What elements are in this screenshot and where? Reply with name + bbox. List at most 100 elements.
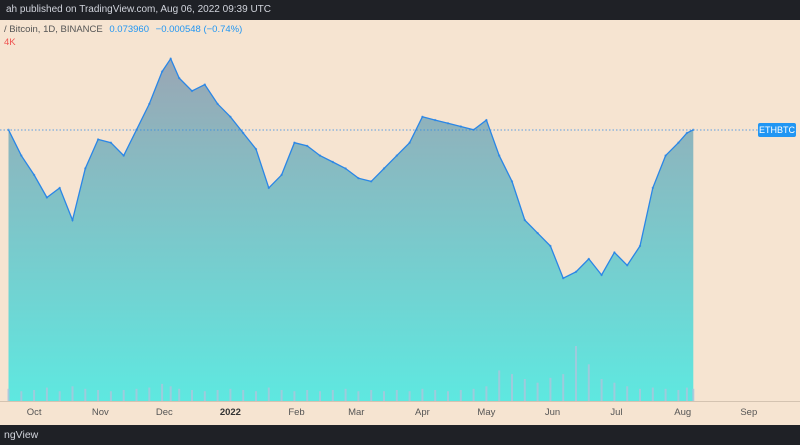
volume-bar: [319, 391, 321, 401]
data-point: [664, 154, 667, 157]
volume-bar: [178, 388, 181, 401]
data-point: [178, 76, 181, 80]
volume-bar: [71, 386, 74, 401]
data-point: [613, 251, 616, 254]
data-point: [677, 141, 680, 144]
data-point: [510, 180, 514, 183]
price-change: −0.000548 (−0.74%): [155, 24, 243, 35]
price-tag: [758, 123, 796, 137]
volume-bar: [511, 374, 513, 401]
data-point: [536, 231, 539, 235]
volume-bar: [135, 388, 138, 401]
price-area-fill: [8, 58, 694, 401]
volume-bar: [459, 390, 462, 401]
data-point: [421, 115, 424, 119]
volume-label: 4K: [4, 37, 16, 48]
data-point: [638, 244, 642, 248]
data-point: [229, 115, 232, 119]
price-tag-label: ETHBTC: [759, 125, 796, 135]
price-chart[interactable]: ETHBTC Oct Nov Dec 2022 Feb Mar Apr May Jun Jul Aug…: [0, 20, 800, 425]
volume-bar: [562, 374, 565, 401]
data-point: [318, 154, 322, 157]
x-tick-label: May: [477, 407, 495, 418]
symbol-label: / Bitcoin, 1D, BINANCE: [4, 24, 103, 35]
volume-bar: [485, 386, 488, 401]
volume-bar: [229, 388, 232, 401]
volume-bar: [203, 391, 206, 401]
volume-bar: [587, 364, 590, 401]
volume-bar: [664, 388, 667, 401]
x-tick-label: Apr: [415, 407, 430, 418]
volume-bar: [692, 388, 695, 401]
volume-bar: [191, 390, 193, 401]
volume-bar: [7, 388, 10, 401]
volume-bar: [421, 388, 424, 401]
volume-bar: [267, 387, 270, 401]
x-tick-label: Feb: [288, 407, 304, 418]
brand-footer: ngView: [0, 425, 800, 445]
volume-bar: [45, 387, 48, 401]
data-point: [20, 154, 23, 157]
data-point: [549, 244, 552, 248]
volume-bar: [651, 387, 654, 401]
x-tick-label: Nov: [92, 407, 109, 418]
data-point: [45, 196, 49, 199]
volume-bar: [600, 379, 603, 401]
volume-bar: [383, 391, 385, 401]
data-point: [293, 141, 296, 144]
volume-bar: [626, 386, 629, 401]
volume-bar: [148, 387, 151, 401]
data-point: [203, 83, 206, 86]
data-point: [331, 160, 334, 164]
x-tick-label: Sep: [740, 407, 757, 418]
data-point: [446, 122, 450, 125]
volume-bar: [20, 391, 23, 401]
volume-bar: [161, 383, 164, 401]
data-point: [370, 180, 373, 183]
volume-bar: [293, 391, 296, 401]
volume-bar: [242, 390, 245, 401]
volume-bar: [370, 390, 373, 401]
volume-bar: [280, 390, 283, 401]
data-point: [382, 167, 386, 170]
volume-bar: [33, 390, 36, 401]
last-price: 0.073960: [109, 24, 149, 35]
volume-bar: [613, 382, 616, 401]
data-point: [280, 173, 283, 177]
data-point: [122, 154, 125, 157]
volume-bar: [331, 390, 334, 401]
data-point: [434, 118, 437, 122]
data-point: [84, 167, 87, 170]
data-point: [254, 147, 258, 151]
x-tick-label: 2022: [220, 407, 241, 418]
data-point: [626, 264, 629, 267]
x-tick-label: Mar: [348, 407, 364, 418]
volume-bar: [472, 388, 475, 401]
x-tick-label: Aug: [674, 407, 691, 418]
data-point: [190, 89, 194, 93]
data-point: [587, 257, 590, 261]
volume-bar: [549, 377, 552, 401]
volume-bar: [434, 390, 437, 401]
data-point: [216, 102, 219, 106]
chart-legend: / Bitcoin, 1D, BINANCE 0.073960 −0.00054…: [4, 24, 242, 35]
volume-bar: [447, 391, 449, 401]
volume-bar: [536, 382, 539, 401]
data-point: [408, 141, 411, 144]
volume-bar: [677, 390, 680, 401]
volume-bar: [84, 388, 87, 401]
publish-text: ah published on TradingView.com, Aug 06,…: [6, 4, 271, 15]
volume-bar: [575, 346, 577, 401]
data-point: [58, 186, 61, 190]
volume-bar: [306, 390, 309, 401]
data-point: [109, 141, 113, 144]
data-point: [459, 125, 462, 128]
volume-bar: [109, 391, 112, 401]
data-point: [267, 186, 270, 190]
data-point: [562, 277, 565, 280]
data-point: [306, 144, 309, 148]
x-tick-label: Dec: [156, 407, 173, 418]
data-point: [523, 218, 526, 222]
volume-bar: [169, 386, 172, 401]
